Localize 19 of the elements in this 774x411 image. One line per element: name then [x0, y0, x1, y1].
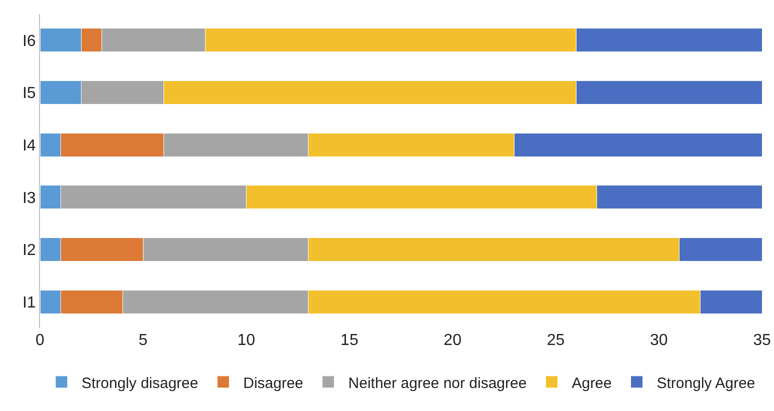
y-tick-label: I4 — [22, 137, 36, 154]
legend-label: Disagree — [243, 374, 304, 392]
legend-label: Neither agree nor disagree — [348, 374, 527, 392]
x-tick-label: 25 — [546, 332, 565, 349]
x-tick-label: 35 — [753, 332, 771, 349]
legend-label: Strongly Agree — [656, 374, 756, 392]
x-tick-label: 20 — [444, 332, 462, 349]
x-tick-label: 30 — [650, 332, 668, 349]
y-tick-label: I5 — [22, 85, 36, 102]
legend-label: Agree — [572, 374, 612, 392]
y-tick-label: I2 — [22, 242, 36, 260]
x-tick-label: 15 — [340, 332, 358, 349]
y-tick-label: I3 — [22, 190, 36, 207]
x-tick-label: 10 — [237, 332, 256, 349]
y-tick-label: I1 — [22, 294, 36, 312]
x-tick-label: 0 — [36, 332, 45, 349]
x-tick-label: 5 — [138, 332, 148, 349]
y-tick-label: I6 — [22, 32, 36, 50]
legend-label: Strongly disagree — [82, 374, 198, 392]
